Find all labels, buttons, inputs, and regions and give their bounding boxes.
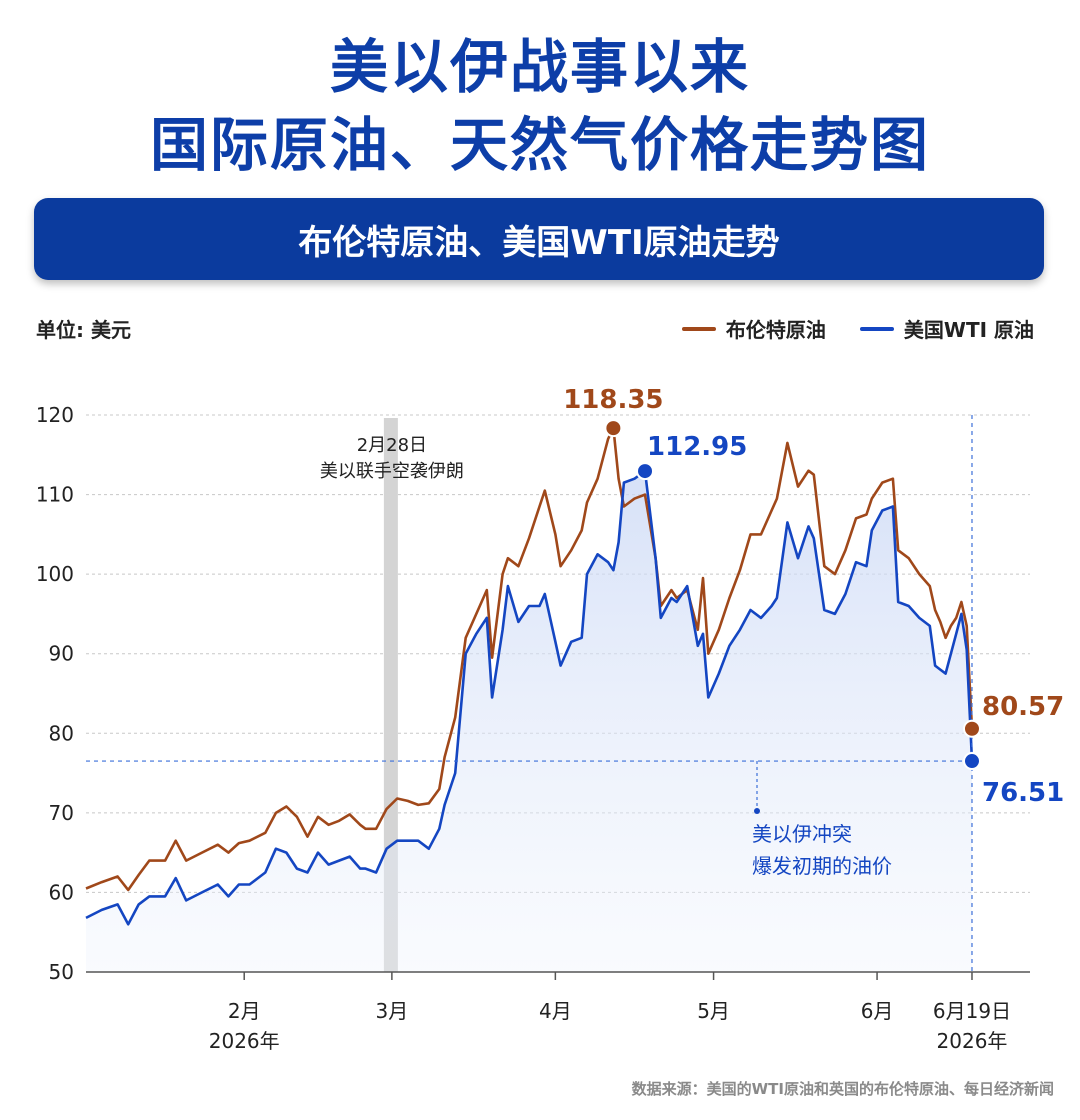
- series-line-wti: [85, 469, 974, 926]
- reference-connector-dot: [754, 808, 760, 815]
- legend-item-brent: 布伦特原油: [681, 314, 826, 343]
- event-label-date: 2月28日: [357, 435, 427, 456]
- x-tick-label-1: 3月: [376, 999, 409, 1023]
- subtitle-banner: 布伦特原油、美国WTI原油走势: [34, 198, 1044, 280]
- x-tick-label-5: 6月19日: [933, 999, 1011, 1023]
- point-label-brent-118.35: 118.35: [563, 385, 663, 415]
- x-tick-label-2: 4月: [539, 999, 572, 1023]
- axis-layer: 50 60 70 80 90 100 110 120 2月 2026年 3月 4月 5月 6月 6月19日 2…: [36, 403, 1030, 1053]
- point-label-wti-112.95: 112.95: [647, 432, 747, 462]
- point-marker-brent-118.35: [604, 419, 623, 438]
- legend-swatch-wti: [859, 326, 894, 331]
- legend-item-wti: 美国WTI 原油: [859, 314, 1034, 343]
- series-line-brent: [85, 426, 974, 892]
- reference-label-line2: 爆发初期的油价: [752, 854, 892, 878]
- legend: 布伦特原油 美国WTI 原油: [681, 314, 1034, 343]
- x-tick-sublabel-5: 2026年: [937, 1029, 1008, 1053]
- point-layer: 118.35 112.95 80.57 76.51: [563, 385, 1064, 808]
- wti-area-fill: [86, 471, 972, 972]
- x-tick-label-4: 6月: [861, 999, 894, 1023]
- y-tick-label-90: 90: [49, 642, 74, 666]
- event-band: [383, 418, 398, 972]
- title-line-2: 国际原油、天然气价格走势图: [149, 111, 930, 179]
- event-band-layer: [383, 418, 398, 972]
- y-tick-label-50: 50: [49, 960, 74, 984]
- x-tick-label-3: 5月: [697, 999, 730, 1023]
- y-tick-label-80: 80: [49, 721, 74, 745]
- y-tick-label-120: 120: [36, 403, 74, 427]
- area-layer: [86, 471, 972, 972]
- legend-swatch-brent: [681, 326, 716, 331]
- point-marker-wti-112.95: [636, 462, 655, 481]
- point-label-brent-80.57: 80.57: [982, 692, 1064, 722]
- point-marker-wti-76.51: [962, 752, 981, 771]
- chart-title: 美以伊战事以来 国际原油、天然气价格走势图: [0, 28, 1080, 184]
- y-tick-label-70: 70: [49, 801, 74, 825]
- y-tick-label-100: 100: [36, 562, 74, 586]
- unit-label: 单位: 美元: [36, 318, 131, 342]
- y-tick-label-110: 110: [36, 483, 74, 507]
- y-tick-label-60: 60: [49, 880, 74, 904]
- legend-label-wti: 美国WTI 原油: [903, 318, 1034, 342]
- subtitle-text: 布伦特原油、美国WTI原油走势: [298, 222, 780, 263]
- x-tick-sublabel-0: 2026年: [209, 1029, 280, 1053]
- point-marker-brent-80.57: [962, 719, 981, 738]
- x-tick-label-0: 2月: [228, 999, 261, 1023]
- reference-label-line1: 美以伊冲突: [752, 822, 852, 846]
- legend-label-brent: 布伦特原油: [725, 318, 826, 342]
- title-line-1: 美以伊战事以来: [329, 33, 750, 101]
- point-label-wti-76.51: 76.51: [982, 778, 1064, 808]
- source-note: 数据来源：美国的WTI原油和英国的布伦特原油、每日经济新闻: [631, 1080, 1054, 1098]
- line-layer: [85, 426, 974, 926]
- event-label-text: 美以联手空袭伊朗: [320, 461, 464, 482]
